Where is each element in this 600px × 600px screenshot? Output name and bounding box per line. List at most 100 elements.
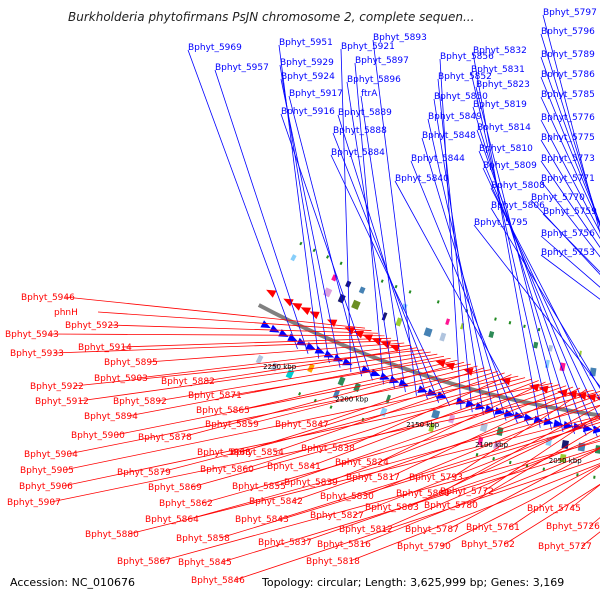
forward-gene-label: Bphyt_5770: [531, 193, 585, 203]
feature-block: [423, 327, 433, 338]
forward-gene-label: Bphyt_5889: [338, 108, 392, 118]
forward-label-leader: [288, 95, 363, 377]
forward-gene-label: Bphyt_5809: [483, 161, 537, 171]
forward-label-leader: [340, 48, 352, 373]
reverse-gene-arrow: [309, 311, 320, 320]
reverse-gene-label: Bphyt_5818: [306, 557, 360, 567]
forward-gene-label: Bphyt_5951: [279, 38, 333, 48]
reverse-gene-label: Bphyt_5860: [200, 465, 254, 475]
reverse-gene-label: Bphyt_5838: [301, 444, 355, 454]
feature-block: [428, 423, 435, 433]
reverse-label-leader: [301, 438, 600, 543]
feature-block: [394, 284, 398, 289]
feature-block: [488, 331, 495, 338]
reverse-label-leader: [191, 384, 560, 488]
feature-block: [307, 363, 315, 373]
feature-block: [380, 279, 384, 283]
forward-label-leader: [540, 33, 600, 228]
feature-block: [593, 475, 596, 479]
reverse-gene-label: Bphyt_5894: [84, 412, 138, 422]
reverse-label-leader: [114, 363, 471, 436]
feature-block: [381, 312, 388, 321]
feature-block: [445, 318, 451, 326]
reverse-gene-label: Bphyt_5878: [138, 433, 192, 443]
reverse-gene-label: Bphyt_5906: [19, 482, 73, 492]
reverse-gene-label: Bphyt_5726: [546, 522, 600, 532]
feature-block: [494, 317, 497, 321]
reverse-label-leader: [440, 464, 600, 547]
reverse-gene-label: Bphyt_5800: [396, 489, 450, 499]
forward-label-leader: [540, 180, 600, 258]
reverse-label-leader: [156, 353, 438, 402]
forward-gene-arrow: [269, 324, 280, 333]
forward-gene-label: Bphyt_5840: [395, 174, 449, 184]
forward-gene-label: Bphyt_5852: [438, 72, 492, 82]
reverse-label-leader: [570, 484, 600, 509]
reverse-gene-label: Bphyt_5854: [230, 448, 284, 458]
reverse-gene-label: Bphyt_5900: [71, 431, 125, 441]
forward-label-leader: [437, 78, 473, 413]
reverse-label-leader: [78, 351, 431, 402]
forward-gene-arrow: [592, 425, 600, 434]
reverse-gene-label: Bphyt_5842: [249, 497, 303, 507]
gene-labels-layer: Bphyt_5969 Bphyt_5957 Bphyt_5951 Bphyt_5929…: [5, 8, 600, 586]
reverse-gene-label: Bphyt_5830: [320, 492, 374, 502]
reverse-gene-arrow: [538, 385, 549, 394]
forward-label-leader: [394, 180, 530, 426]
forward-gene-arrow: [504, 409, 515, 418]
reverse-gene-arrow: [362, 334, 373, 342]
reverse-label-leader: [448, 447, 600, 530]
forward-label-leader: [472, 52, 541, 428]
reverse-gene-label: Bphyt_5943: [5, 330, 59, 340]
reverse-gene-label: Bphyt_5845: [178, 558, 232, 568]
forward-gene-label: Bphyt_5819: [473, 100, 527, 110]
reverse-label-leader: [278, 417, 600, 520]
reverse-gene-label: Bphyt_5839: [284, 478, 338, 488]
scale-label: 2050 kbp: [549, 457, 583, 465]
reverse-gene-arrow: [444, 362, 455, 371]
feature-block: [337, 376, 346, 386]
reverse-gene-label: Bphyt_5841: [267, 462, 321, 472]
forward-gene-label: Bphyt_5773: [541, 154, 595, 164]
feature-block: [548, 344, 554, 352]
forward-gene-arrow: [370, 368, 381, 377]
reverse-label-leader: [349, 463, 600, 562]
accession-value: NC_010676: [71, 576, 136, 589]
feature-marks-layer: [255, 241, 600, 479]
reverse-gene-label: Bphyt_5803: [365, 503, 419, 513]
feature-block: [479, 422, 488, 433]
forward-gene-label: Bphyt_5849: [428, 112, 482, 122]
feature-block: [298, 392, 302, 396]
forward-gene-label: Bphyt_5856: [440, 52, 494, 62]
forward-label-leader: [187, 49, 298, 350]
reverse-gene-label: Bphyt_5858: [176, 534, 230, 544]
reverse-gene-label: Bphyt_5745: [527, 504, 581, 514]
reverse-gene-arrow: [266, 289, 277, 298]
reverse-gene-label: Bphyt_5772: [440, 487, 494, 497]
reverse-label-leader: [50, 389, 594, 503]
reverse-label-leader: [219, 422, 600, 539]
reverse-gene-label: Bphyt_5905: [20, 466, 74, 476]
reverse-gene-label: Bphyt_5880: [85, 530, 139, 540]
feature-block: [523, 324, 526, 328]
feature-block: [326, 255, 330, 259]
accession-label: Accession:: [10, 576, 69, 589]
reverse-label-leader: [73, 349, 425, 387]
forward-gene-label: Bphyt_5917: [289, 89, 343, 99]
forward-label-leader: [540, 119, 600, 233]
map-title: Burkholderia phytofirmans PsJN chromosom…: [68, 10, 475, 24]
forward-gene-arrow: [260, 320, 271, 329]
forward-label-leader: [332, 132, 440, 403]
reverse-label-leader: [310, 380, 539, 467]
forward-gene-label: Bphyt_5756: [541, 229, 595, 239]
reverse-label-leader: [234, 458, 600, 581]
forward-gene-arrow: [436, 391, 447, 399]
reverse-gene-label: Bphyt_5816: [317, 540, 371, 550]
forward-label-leader: [540, 254, 600, 300]
forward-gene-label: Bphyt_5753: [541, 248, 595, 258]
forward-label-leader: [490, 187, 600, 401]
forward-gene-arrow: [553, 419, 564, 428]
reverse-gene-label: Bphyt_5867: [117, 557, 171, 567]
forward-label-leader: [360, 95, 406, 393]
